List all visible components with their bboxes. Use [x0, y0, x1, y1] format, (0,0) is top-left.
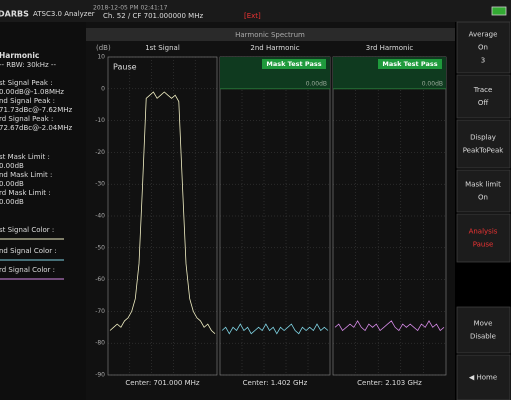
color-label: st Signal Color : [0, 226, 54, 234]
info-line: nd Mask Limit : [0, 171, 52, 179]
softkey-extra: 3 [481, 57, 485, 65]
y-tick-label: 0 [101, 85, 105, 92]
color-label: nd Signal Color : [0, 247, 57, 255]
trace [221, 323, 329, 335]
mask-badge [378, 59, 442, 69]
panel-title: 1st Signal [145, 44, 180, 52]
ext-flag: [Ext] [244, 12, 261, 20]
softkey[interactable] [456, 74, 511, 119]
y-tick-label: -50 [95, 244, 105, 251]
color-label: rd Signal Color : [0, 266, 55, 274]
panel-title: 2nd Harmonic [250, 44, 299, 52]
info-line: 0.00dB@-1.08MHz [0, 88, 64, 96]
mask-badge [262, 59, 326, 69]
y-tick-label: -60 [95, 276, 105, 283]
info-line: st Mask Limit : [0, 153, 50, 161]
chart-title-bar [86, 28, 455, 41]
rbw: -- RBW: 30kHz -- [0, 61, 56, 69]
softkey-label: Mask limit [465, 181, 501, 189]
y-tick-label: -90 [95, 372, 105, 379]
softkey-label: Display [470, 134, 496, 142]
softkey-value: Off [478, 99, 489, 107]
y-tick-label: -40 [95, 213, 105, 220]
info-line: nd Signal Peak : [0, 97, 55, 105]
y-tick-label: -30 [95, 181, 105, 188]
left-panel [0, 22, 86, 400]
softkey-value: PeakToPeak [463, 147, 505, 155]
plot-frame [107, 56, 218, 376]
mask-level-label: 0.00dB [306, 80, 327, 87]
info-line: rd Signal Peak : [0, 115, 53, 123]
info-line: 0.00dB [0, 162, 24, 170]
mask-badge-text: Mask Test Pass [382, 60, 437, 68]
info-line: 71.73dBc@-7.62MHz [0, 106, 73, 114]
header-bar [0, 0, 511, 22]
panel-title: 3rd Harmonic [366, 44, 414, 52]
y-tick-label: -20 [95, 149, 105, 156]
info-line: 72.67dBc@-2.04MHz [0, 124, 73, 132]
battery-icon [491, 6, 507, 16]
channel: Ch. 52 / CF 701.000000 MHz [103, 12, 203, 20]
y-tick-label: -10 [95, 117, 105, 124]
y-tick-label: -80 [95, 340, 105, 347]
info-line: rd Mask Limit : [0, 189, 51, 197]
trace [109, 91, 216, 334]
center-label: Center: 1.402 GHz [243, 379, 308, 387]
info-line: 0.00dB [0, 180, 24, 188]
info-line: 0.00dB [0, 198, 24, 206]
center-label: Center: 701.000 MHz [125, 379, 199, 387]
softkey-label: ◀ Home [469, 374, 497, 382]
softkey[interactable] [456, 213, 511, 263]
softkey-value: On [478, 194, 488, 202]
mode-title: Harmonic [0, 51, 39, 60]
softkey[interactable] [456, 21, 511, 74]
softkey[interactable] [456, 354, 511, 400]
softkey-value: Pause [473, 241, 494, 249]
center-label: Center: 2.103 GHz [357, 379, 422, 387]
logo: DARBS [0, 10, 29, 19]
y-tick-label: -70 [95, 308, 105, 315]
mask-level-label: 0.00dB [422, 80, 443, 87]
softkey-label: Move [474, 320, 493, 328]
mask-badge-text: Mask Test Pass [266, 60, 321, 68]
info-line: st Signal Peak : [0, 79, 53, 87]
trace [334, 320, 445, 332]
pause-label: Pause [113, 63, 137, 72]
app-name: ATSC3.0 Analyzer [33, 10, 95, 18]
chart-title: Harmonic Spectrum [235, 31, 305, 39]
datetime: 2018-12-05 PM 02:41:17 [93, 5, 168, 12]
softkey[interactable] [456, 119, 511, 169]
y-tick-label: 10 [97, 54, 105, 61]
softkey-label: Trace [473, 86, 493, 94]
softkey-value: On [478, 44, 488, 52]
softkey[interactable] [456, 169, 511, 213]
softkey-value: Disable [470, 333, 496, 341]
softkey-label: Average [469, 31, 498, 39]
softkey[interactable] [456, 306, 511, 354]
y-axis-label: (dB) [96, 44, 111, 52]
softkey-label: Analysis [469, 228, 498, 236]
